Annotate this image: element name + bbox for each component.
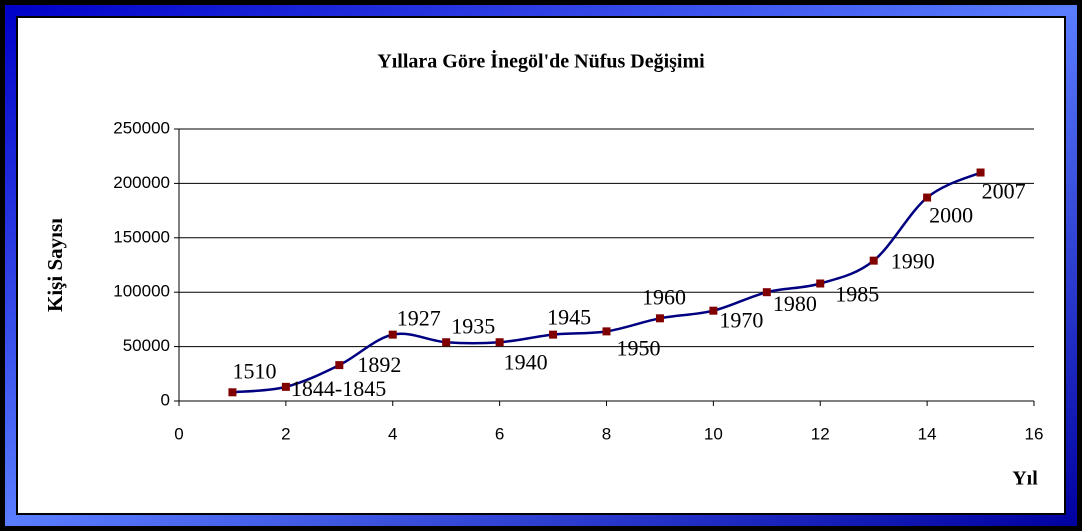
x-tick-label: 0 [174, 424, 183, 443]
point-label: 2000 [929, 203, 973, 228]
point-label: 1960 [642, 284, 686, 309]
point-label: 1844-1845 [291, 376, 386, 401]
chart-area [16, 16, 1066, 515]
point-label: 1950 [617, 335, 661, 360]
point-label: 1970 [719, 308, 763, 333]
data-point [495, 338, 504, 347]
x-axis-label: Yıl [1012, 468, 1038, 490]
y-tick-label: 250000 [113, 118, 170, 137]
data-point [228, 388, 237, 397]
y-tick-label: 200000 [113, 173, 170, 192]
point-label: 1510 [232, 358, 276, 383]
point-label: 1935 [451, 313, 495, 338]
x-tick-label: 2 [281, 424, 290, 443]
data-point [816, 279, 825, 288]
x-tick-label: 10 [704, 424, 723, 443]
point-label: 1927 [397, 306, 441, 331]
data-point [442, 338, 451, 347]
data-point [549, 330, 558, 339]
x-tick-label: 12 [811, 424, 830, 443]
data-point [602, 327, 611, 336]
point-label: 1945 [547, 305, 591, 330]
data-point [335, 361, 344, 370]
data-point [281, 382, 290, 391]
data-point [709, 306, 718, 315]
chart-title: Yıllara Göre İnegöl'de Nüfus Değişimi [377, 49, 705, 73]
x-tick-label: 16 [1025, 424, 1044, 443]
data-point [923, 193, 932, 202]
point-label: 2007 [982, 179, 1026, 204]
point-label: 1990 [891, 249, 935, 274]
data-point [762, 288, 771, 297]
data-point [388, 330, 397, 339]
point-label: 1980 [773, 291, 817, 316]
y-axis-label: Kişi Sayısı [43, 218, 67, 312]
x-tick-label: 6 [495, 424, 504, 443]
x-tick-label: 14 [918, 424, 937, 443]
y-tick-label: 100000 [113, 282, 170, 301]
data-point [976, 168, 985, 177]
y-tick-label: 150000 [113, 227, 170, 246]
x-tick-label: 8 [602, 424, 611, 443]
point-label: 1892 [357, 352, 401, 377]
y-tick-label: 0 [161, 390, 170, 409]
y-tick-label: 50000 [123, 336, 170, 355]
point-label: 1940 [504, 349, 548, 374]
point-label: 1985 [835, 282, 879, 307]
data-point [655, 314, 664, 323]
x-tick-label: 4 [388, 424, 397, 443]
data-point [869, 256, 878, 265]
